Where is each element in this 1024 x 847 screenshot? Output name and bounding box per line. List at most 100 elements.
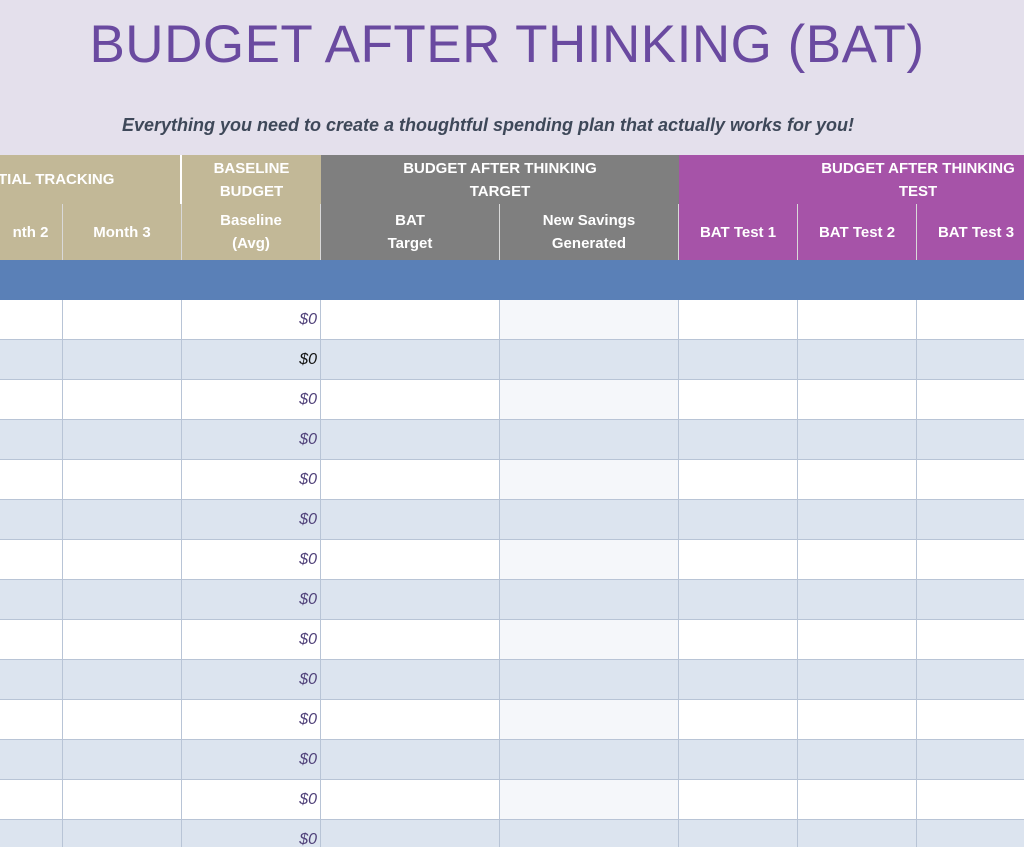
cell[interactable] xyxy=(63,300,182,340)
cell[interactable] xyxy=(321,460,500,500)
cell[interactable] xyxy=(798,620,917,660)
cell[interactable] xyxy=(917,300,1024,340)
cell[interactable] xyxy=(798,500,917,540)
cell[interactable] xyxy=(321,380,500,420)
cell[interactable] xyxy=(798,700,917,740)
cell[interactable] xyxy=(63,460,182,500)
cell[interactable] xyxy=(500,780,679,820)
cell[interactable] xyxy=(798,740,917,780)
cell[interactable] xyxy=(679,500,798,540)
cell[interactable] xyxy=(798,380,917,420)
cell[interactable] xyxy=(0,540,63,580)
cell[interactable] xyxy=(0,460,63,500)
cell[interactable] xyxy=(500,540,679,580)
cell[interactable] xyxy=(0,300,63,340)
cell[interactable] xyxy=(679,660,798,700)
cell[interactable] xyxy=(798,420,917,460)
cell[interactable] xyxy=(798,340,917,380)
cell[interactable] xyxy=(63,660,182,700)
cell[interactable] xyxy=(679,540,798,580)
baseline-cell[interactable]: $0 xyxy=(182,420,321,460)
cell[interactable] xyxy=(679,340,798,380)
cell[interactable] xyxy=(0,500,63,540)
cell[interactable] xyxy=(917,380,1024,420)
cell[interactable] xyxy=(63,540,182,580)
cell[interactable] xyxy=(679,700,798,740)
cell[interactable] xyxy=(63,620,182,660)
cell[interactable] xyxy=(679,620,798,660)
cell[interactable] xyxy=(500,740,679,780)
cell[interactable] xyxy=(500,820,679,847)
cell[interactable] xyxy=(321,700,500,740)
cell[interactable] xyxy=(917,460,1024,500)
cell[interactable] xyxy=(63,500,182,540)
cell[interactable] xyxy=(321,660,500,700)
baseline-cell[interactable]: $0 xyxy=(182,580,321,620)
cell[interactable] xyxy=(679,740,798,780)
cell[interactable] xyxy=(63,380,182,420)
cell[interactable] xyxy=(798,780,917,820)
cell[interactable] xyxy=(63,780,182,820)
cell[interactable] xyxy=(917,580,1024,620)
cell[interactable] xyxy=(679,300,798,340)
cell[interactable] xyxy=(917,660,1024,700)
baseline-cell[interactable]: $0 xyxy=(182,500,321,540)
cell[interactable] xyxy=(0,820,63,847)
baseline-cell[interactable]: $0 xyxy=(182,380,321,420)
cell[interactable] xyxy=(500,460,679,500)
baseline-cell[interactable]: $0 xyxy=(182,780,321,820)
cell[interactable] xyxy=(500,700,679,740)
baseline-cell[interactable]: $0 xyxy=(182,700,321,740)
cell[interactable] xyxy=(917,420,1024,460)
cell[interactable] xyxy=(321,420,500,460)
baseline-cell[interactable]: $0 xyxy=(182,340,321,380)
cell[interactable] xyxy=(0,340,63,380)
cell[interactable] xyxy=(798,820,917,847)
cell[interactable] xyxy=(321,540,500,580)
cell[interactable] xyxy=(500,660,679,700)
cell[interactable] xyxy=(679,460,798,500)
cell[interactable] xyxy=(0,580,63,620)
cell[interactable] xyxy=(500,620,679,660)
cell[interactable] xyxy=(500,340,679,380)
cell[interactable] xyxy=(0,380,63,420)
cell[interactable] xyxy=(321,300,500,340)
cell[interactable] xyxy=(321,340,500,380)
cell[interactable] xyxy=(321,820,500,847)
cell[interactable] xyxy=(917,780,1024,820)
cell[interactable] xyxy=(500,300,679,340)
baseline-cell[interactable]: $0 xyxy=(182,460,321,500)
baseline-cell[interactable]: $0 xyxy=(182,620,321,660)
cell[interactable] xyxy=(63,420,182,460)
cell[interactable] xyxy=(63,740,182,780)
baseline-cell[interactable]: $0 xyxy=(182,820,321,847)
cell[interactable] xyxy=(500,500,679,540)
baseline-cell[interactable]: $0 xyxy=(182,300,321,340)
cell[interactable] xyxy=(0,700,63,740)
cell[interactable] xyxy=(0,660,63,700)
cell[interactable] xyxy=(679,780,798,820)
cell[interactable] xyxy=(798,540,917,580)
cell[interactable] xyxy=(63,820,182,847)
baseline-cell[interactable]: $0 xyxy=(182,660,321,700)
cell[interactable] xyxy=(679,420,798,460)
cell[interactable] xyxy=(679,380,798,420)
cell[interactable] xyxy=(917,820,1024,847)
cell[interactable] xyxy=(679,820,798,847)
cell[interactable] xyxy=(0,420,63,460)
baseline-cell[interactable]: $0 xyxy=(182,540,321,580)
cell[interactable] xyxy=(321,500,500,540)
cell[interactable] xyxy=(798,580,917,620)
cell[interactable] xyxy=(500,380,679,420)
cell[interactable] xyxy=(500,420,679,460)
cell[interactable] xyxy=(917,700,1024,740)
cell[interactable] xyxy=(917,740,1024,780)
cell[interactable] xyxy=(917,500,1024,540)
cell[interactable] xyxy=(917,620,1024,660)
cell[interactable] xyxy=(63,340,182,380)
cell[interactable] xyxy=(798,660,917,700)
baseline-cell[interactable]: $0 xyxy=(182,740,321,780)
cell[interactable] xyxy=(0,740,63,780)
cell[interactable] xyxy=(0,620,63,660)
cell[interactable] xyxy=(917,340,1024,380)
